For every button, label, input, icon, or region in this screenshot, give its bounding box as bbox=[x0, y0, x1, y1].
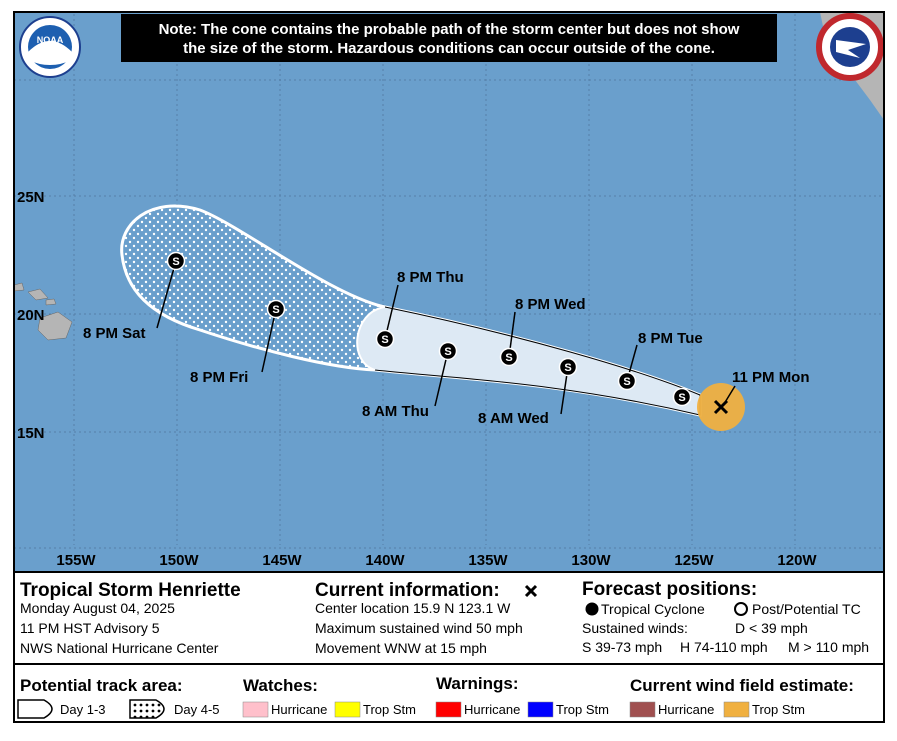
notice-line: Note: The cone contains the probable pat… bbox=[159, 21, 740, 38]
lon-label: 130W bbox=[571, 552, 611, 569]
forecast-label: 8 PM Tue bbox=[638, 330, 703, 347]
forecast-label: 8 PM Sat bbox=[83, 325, 146, 342]
storm-marker bbox=[617, 371, 637, 391]
forecast-label: 8 AM Wed bbox=[478, 410, 549, 427]
hawaii bbox=[13, 282, 73, 341]
storm-marker bbox=[558, 357, 578, 377]
storm-marker bbox=[499, 347, 519, 367]
day45-icon bbox=[129, 699, 165, 719]
tc-icon bbox=[585, 602, 599, 616]
leader-line bbox=[261, 308, 277, 373]
storm-line: Monday August 04, 2025 bbox=[20, 600, 175, 616]
storm-marker bbox=[166, 251, 186, 271]
swatch bbox=[723, 701, 750, 718]
lat-label: 20N bbox=[17, 307, 45, 324]
marker-letter: S bbox=[564, 362, 571, 374]
leader-line bbox=[156, 260, 177, 329]
swatch bbox=[527, 701, 554, 718]
cone-edge bbox=[356, 306, 386, 371]
forecast-track: 11 PM Mon 8 PM Tue 8 AM Wed 8 PM Wed 8 AM Th… bbox=[83, 251, 810, 427]
swatch bbox=[334, 701, 361, 718]
current-line: Maximum sustained wind 50 mph bbox=[315, 620, 523, 636]
forecast-label: 8 PM Wed bbox=[515, 296, 586, 313]
forecast-text: Post/Potential TC bbox=[752, 601, 861, 617]
marker-letter: S bbox=[505, 352, 512, 364]
marker-letter: S bbox=[272, 304, 279, 316]
lon-label: 120W bbox=[777, 552, 817, 569]
marker-letter: S bbox=[623, 376, 630, 388]
current-title: Current information: bbox=[315, 580, 500, 601]
forecast-text: Tropical Cyclone bbox=[601, 601, 705, 617]
legend-text: Day 1-3 bbox=[60, 702, 106, 717]
swatch-label: Trop Stm bbox=[556, 702, 609, 717]
lat-label: 25N bbox=[17, 189, 45, 206]
forecast-text: D < 39 mph bbox=[735, 620, 808, 636]
forecast-label: 8 PM Fri bbox=[190, 369, 248, 386]
current-line: Movement WNW at 15 mph bbox=[315, 640, 487, 656]
forecast-text: H 74-110 mph bbox=[680, 639, 768, 655]
storm-marker bbox=[438, 341, 458, 361]
map: 11 PM Mon 8 PM Tue 8 AM Wed 8 PM Wed 8 AM Th… bbox=[13, 11, 885, 573]
post-icon bbox=[734, 602, 748, 616]
legend-title: Warnings: bbox=[436, 674, 518, 693]
x-icon bbox=[524, 584, 538, 598]
forecast-text: Sustained winds: bbox=[582, 620, 688, 636]
storm-line: 11 PM HST Advisory 5 bbox=[20, 620, 160, 636]
swatch bbox=[435, 701, 462, 718]
storm-marker bbox=[266, 299, 286, 319]
marker-letter: S bbox=[678, 392, 685, 404]
day13-icon bbox=[17, 699, 53, 719]
logo-text: NOAA bbox=[37, 35, 64, 45]
grid bbox=[14, 14, 884, 549]
storm-marker bbox=[375, 329, 395, 349]
leader-line bbox=[384, 284, 399, 340]
forecast-text: M > 110 mph bbox=[788, 639, 869, 655]
storm-title: Tropical Storm Henriette bbox=[20, 580, 241, 601]
forecast-label: 8 AM Thu bbox=[362, 403, 429, 420]
forecast-label: 8 PM Thu bbox=[397, 269, 464, 286]
leader-line bbox=[723, 385, 736, 405]
forecast-label: 11 PM Mon bbox=[732, 369, 810, 386]
swatch bbox=[242, 701, 269, 718]
leader-line bbox=[434, 350, 449, 407]
marker-letter: S bbox=[381, 334, 388, 346]
storm-line: NWS National Hurricane Center bbox=[20, 640, 219, 656]
swatch bbox=[629, 701, 656, 718]
lon-label: 140W bbox=[365, 552, 405, 569]
legend-title: Current wind field estimate: bbox=[630, 676, 854, 695]
swatch-label: Trop Stm bbox=[363, 702, 416, 717]
forecast-text: S 39-73 mph bbox=[582, 639, 662, 655]
noaa-logo: NOAA bbox=[19, 16, 81, 78]
lat-label: 15N bbox=[17, 425, 45, 442]
swatch-label: Hurricane bbox=[658, 702, 714, 717]
lon-label: 125W bbox=[674, 552, 714, 569]
panel-frame bbox=[13, 571, 885, 723]
marker-letter: S bbox=[444, 346, 451, 358]
current-line: Center location 15.9 N 123.1 W bbox=[315, 600, 511, 616]
lon-label: 155W bbox=[56, 552, 96, 569]
nws-logo bbox=[816, 13, 884, 81]
lon-label: 150W bbox=[159, 552, 199, 569]
swatch-label: Trop Stm bbox=[752, 702, 805, 717]
legend-title: Watches: bbox=[243, 676, 318, 695]
notice-line: the size of the storm. Hazardous conditi… bbox=[183, 40, 715, 57]
legend-text: Day 4-5 bbox=[174, 702, 220, 717]
legend-title: Potential track area: bbox=[20, 676, 183, 695]
marker-letter: S bbox=[172, 256, 179, 268]
forecast-title: Forecast positions: bbox=[582, 579, 757, 600]
swatches: Hurricane Trop Stm Hurricane Trop Stm Hurric… bbox=[242, 701, 805, 718]
info-panel: Tropical Storm Henriette Monday August 0… bbox=[13, 571, 885, 723]
lon-label: 145W bbox=[262, 552, 302, 569]
notice-box bbox=[121, 14, 777, 62]
swatch-label: Hurricane bbox=[271, 702, 327, 717]
lon-label: 135W bbox=[468, 552, 508, 569]
storm-marker bbox=[672, 387, 692, 407]
swatch-label: Hurricane bbox=[464, 702, 520, 717]
